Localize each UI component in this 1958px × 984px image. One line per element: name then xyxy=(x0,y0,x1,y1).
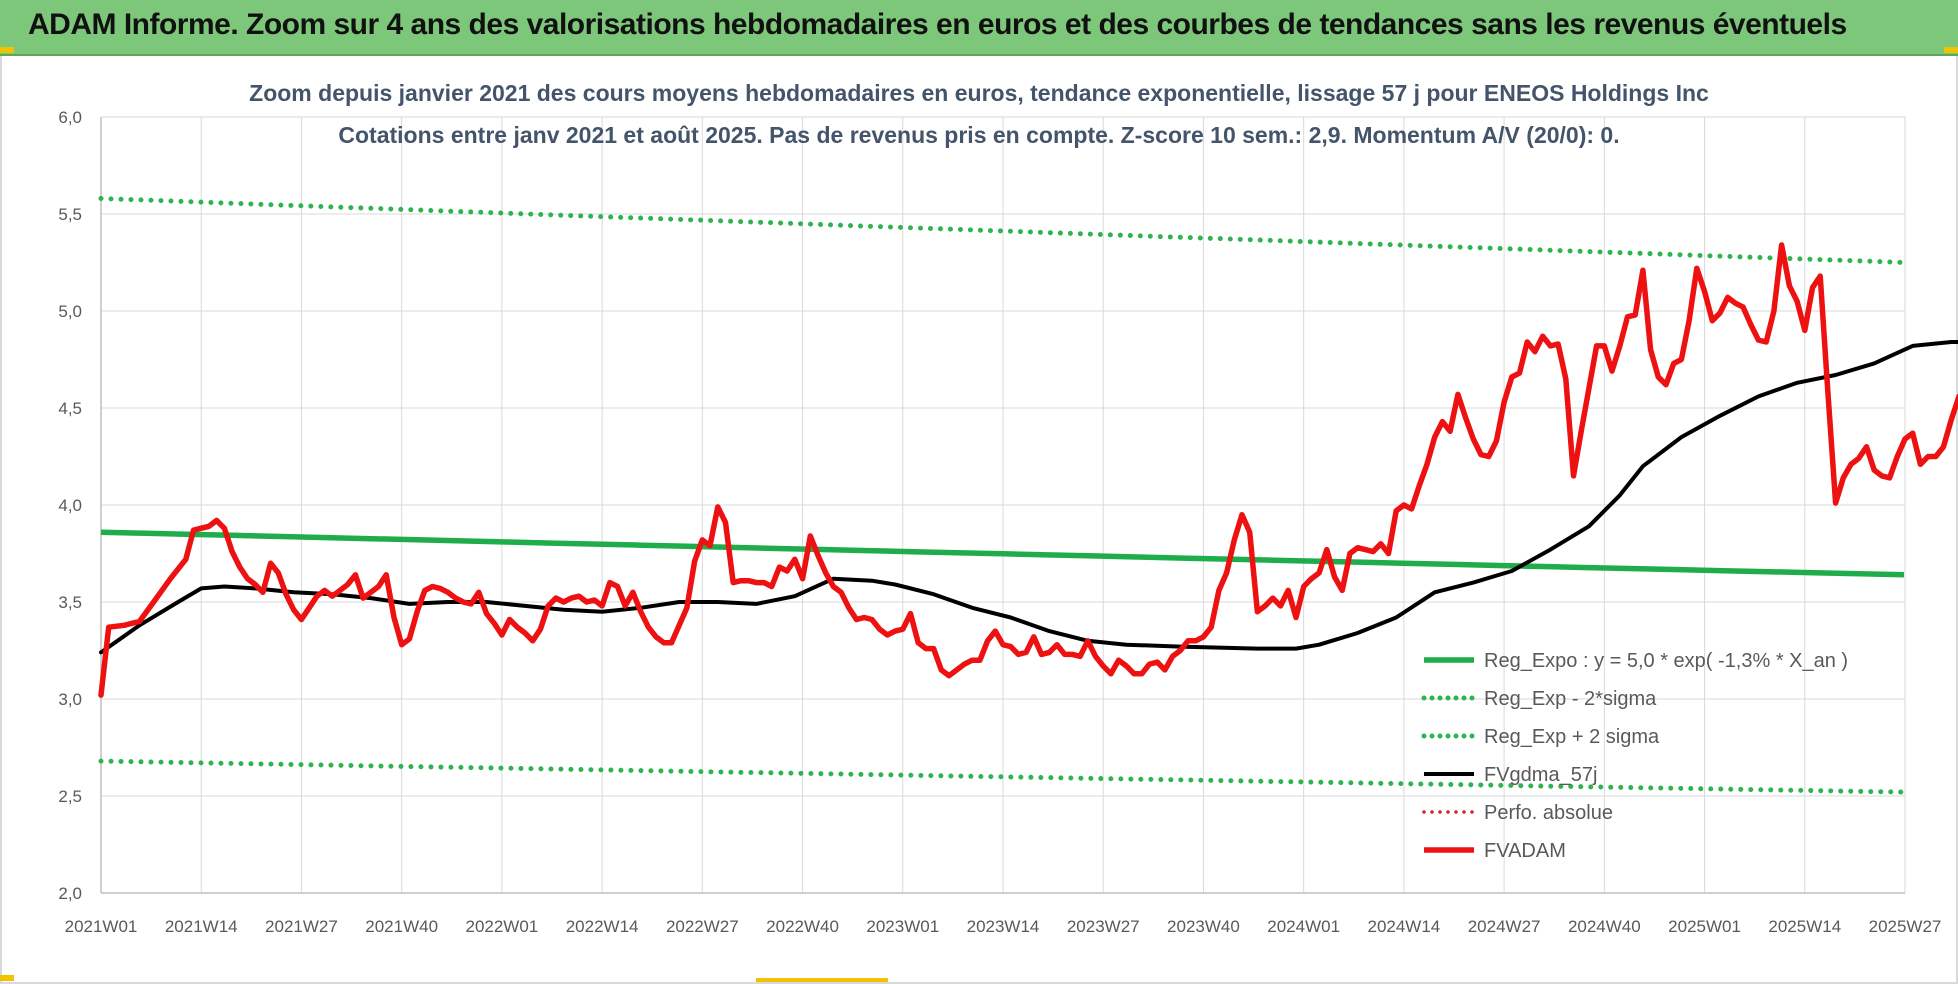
x-tick-label: 2024W40 xyxy=(1568,917,1641,936)
x-tick-label: 2022W27 xyxy=(666,917,739,936)
corner-mark xyxy=(1944,47,1958,53)
legend-perfo-absolue-label: Perfo. absolue xyxy=(1484,802,1613,824)
corner-mark xyxy=(0,975,14,981)
y-tick-label: 3,0 xyxy=(58,690,82,709)
y-tick-label: 3,5 xyxy=(58,593,82,612)
x-tick-label: 2022W01 xyxy=(465,917,538,936)
series-group xyxy=(98,196,1958,795)
x-tick-label: 2021W27 xyxy=(265,917,338,936)
y-tick-label: 2,5 xyxy=(58,787,82,806)
x-tick-label: 2023W27 xyxy=(1067,917,1140,936)
x-tick-label: 2021W14 xyxy=(165,917,238,936)
x-tick-label: 2021W01 xyxy=(65,917,138,936)
x-tick-label: 2025W27 xyxy=(1869,917,1942,936)
x-tick-label: 2023W14 xyxy=(967,917,1040,936)
y-tick-label: 4,0 xyxy=(58,496,82,515)
chart-title: Zoom depuis janvier 2021 des cours moyen… xyxy=(249,80,1709,106)
bottom-mark xyxy=(756,978,888,982)
x-tick-label: 2025W01 xyxy=(1668,917,1741,936)
x-tick-label: 2021W40 xyxy=(365,917,438,936)
series-reg-exp-minus-2sigma xyxy=(98,758,1907,795)
series-fvgdma-57j xyxy=(99,340,1958,655)
banner: ADAM Informe. Zoom sur 4 ans des valoris… xyxy=(0,0,1958,56)
x-tick-label: 2024W27 xyxy=(1468,917,1541,936)
x-tick-label: 2025W14 xyxy=(1768,917,1841,936)
legend-reg-exp-minus-2sigma-label: Reg_Exp - 2*sigma xyxy=(1484,688,1657,710)
banner-title: ADAM Informe. Zoom sur 4 ans des valoris… xyxy=(28,8,1847,41)
y-tick-label: 5,0 xyxy=(58,302,82,321)
chart-subtitle: Cotations entre janv 2021 et août 2025. … xyxy=(338,122,1619,148)
y-tick-label: 6,0 xyxy=(58,108,82,127)
y-tick-label: 4,5 xyxy=(58,399,82,418)
x-tick-label: 2024W14 xyxy=(1367,917,1440,936)
chart-grid xyxy=(100,116,1906,894)
x-tick-label: 2023W01 xyxy=(866,917,939,936)
legend-reg-exp-plus-2sigma-label: Reg_Exp + 2 sigma xyxy=(1484,726,1660,748)
series-fvadam xyxy=(98,242,1958,698)
series-reg-expo xyxy=(100,529,1905,578)
legend-fvadam-label: FVADAM xyxy=(1484,840,1566,862)
y-tick-label: 5,5 xyxy=(58,205,82,224)
legend-fvgdma-57j-label: FVgdma_57j xyxy=(1484,764,1597,786)
x-axis: 2021W01 2021W14 2021W27 2021W40 2022W01 2022W… xyxy=(65,917,1942,936)
y-tick-label: 2,0 xyxy=(58,884,82,903)
y-axis: 2,0 2,5 3,0 3,5 4,0 4,5 5,0 5,5 6,0 xyxy=(58,108,82,903)
legend: Reg_Expo : y = 5,0 * exp( -1,3% * X_an )… xyxy=(1421,650,1848,862)
x-tick-label: 2022W14 xyxy=(566,917,639,936)
x-tick-label: 2022W40 xyxy=(766,917,839,936)
x-tick-label: 2024W01 xyxy=(1267,917,1340,936)
legend-reg-expo-label: Reg_Expo : y = 5,0 * exp( -1,3% * X_an ) xyxy=(1484,650,1848,672)
x-tick-label: 2023W40 xyxy=(1167,917,1240,936)
corner-mark xyxy=(0,47,14,53)
series-reg-exp-plus-2sigma xyxy=(98,196,1907,265)
